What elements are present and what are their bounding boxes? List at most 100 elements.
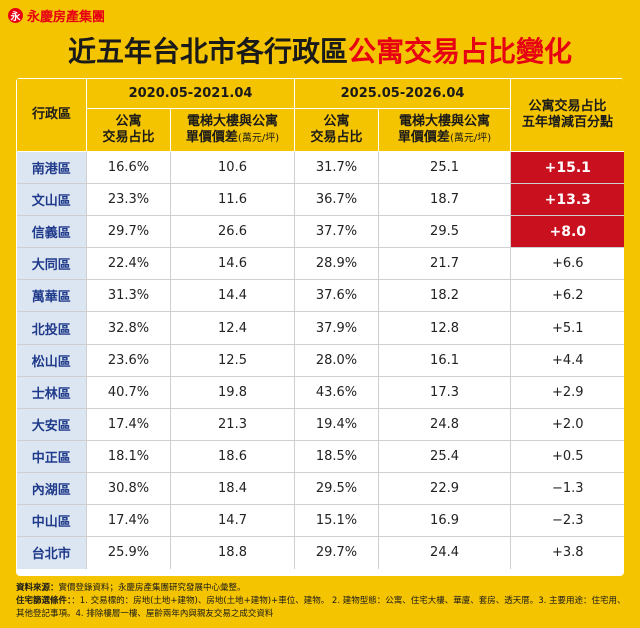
criteria-label: 住宅篩選條件： — [16, 596, 72, 606]
cell-change: −2.3 — [510, 504, 624, 538]
table-row: 松山區 23.6% 12.5 28.0% 16.1 +4.4 — [16, 344, 624, 377]
cell-share2: 19.4% — [294, 408, 380, 441]
header-share2-line2: 交易占比 — [310, 130, 363, 145]
header-change-line1: 公寓交易占比 — [528, 99, 607, 114]
cell-share2: 37.7% — [294, 215, 380, 249]
header-share1-line1: 公寓 — [115, 114, 142, 129]
cell-diff2: 16.9 — [378, 504, 512, 538]
cell-district: 台北市 — [16, 536, 87, 569]
table-row: 中正區 18.1% 18.6 18.5% 25.4 +0.5 — [16, 440, 624, 473]
cell-share1: 25.9% — [86, 536, 171, 569]
table-row: 南港區 16.6% 10.6 31.7% 25.1 +15.1 — [16, 151, 624, 185]
header-diff2-line2: 單價價差 — [397, 129, 450, 145]
table-row: 中山區 17.4% 14.7 15.1% 16.9 −2.3 — [16, 504, 624, 538]
cell-diff1: 12.4 — [170, 311, 296, 345]
cell-change: +0.5 — [510, 440, 624, 473]
header-period2: 2025.05-2026.04 — [294, 78, 512, 109]
header-change-line2: 五年增減百分點 — [522, 115, 614, 130]
header-share1-line2: 交易占比 — [102, 130, 155, 145]
table-row: 文山區 23.3% 11.6 36.7% 18.7 +13.3 — [16, 183, 624, 217]
header-change: 公寓交易占比 五年增減百分點 — [510, 78, 624, 152]
cell-share1: 32.8% — [86, 311, 171, 345]
cell-diff2: 25.1 — [378, 151, 512, 185]
cell-share2: 15.1% — [294, 504, 380, 538]
cell-diff1: 12.5 — [170, 344, 296, 377]
cell-change: +5.1 — [510, 311, 624, 345]
cell-change: +2.9 — [510, 376, 624, 409]
cell-share2: 36.7% — [294, 183, 380, 217]
cell-diff1: 18.8 — [170, 536, 296, 569]
cell-change: +6.2 — [510, 279, 624, 313]
header-share2-line1: 公寓 — [323, 114, 350, 129]
cell-share2: 37.6% — [294, 279, 380, 313]
data-table: 行政區 2020.05-2021.04 2025.05-2026.04 公寓交易… — [16, 78, 624, 569]
header-period1: 2020.05-2021.04 — [85, 78, 296, 109]
cell-diff1: 14.4 — [170, 279, 296, 313]
table-row: 萬華區 31.3% 14.4 37.6% 18.2 +6.2 — [16, 279, 624, 313]
cell-share1: 29.7% — [86, 215, 171, 249]
cell-diff2: 18.7 — [378, 183, 512, 217]
header-diff2-line1: 電梯大樓與公寓 — [399, 113, 491, 129]
cell-district: 中山區 — [16, 504, 87, 538]
table-row: 大同區 22.4% 14.6 28.9% 21.7 +6.6 — [16, 247, 624, 281]
cell-diff2: 24.4 — [378, 536, 512, 569]
cell-diff1: 18.6 — [170, 440, 296, 473]
cell-diff2: 17.3 — [378, 376, 512, 409]
cell-share2: 28.9% — [294, 247, 380, 281]
cell-share1: 40.7% — [86, 376, 171, 409]
cell-diff2: 29.5 — [378, 215, 512, 249]
cell-share1: 23.6% — [86, 344, 171, 377]
cell-district: 大同區 — [16, 247, 87, 281]
cell-share2: 31.7% — [294, 151, 380, 185]
cell-share1: 23.3% — [86, 183, 171, 217]
brand-logo: 永 永慶房產集團 — [8, 6, 105, 25]
criteria-text: ：1. 交易標的：房地(土地+建物)、房地(土地+建物)+車位、建物。 2. 建… — [16, 596, 626, 619]
cell-share1: 17.4% — [86, 504, 171, 538]
cell-district: 大安區 — [16, 408, 87, 441]
cell-diff2: 22.9 — [378, 472, 512, 506]
cell-district: 文山區 — [16, 183, 87, 217]
cell-share1: 31.3% — [86, 279, 171, 313]
cell-diff2: 21.7 — [378, 247, 512, 281]
cell-change: +13.3 — [510, 183, 624, 217]
header-share2: 公寓 交易占比 — [294, 108, 380, 152]
brand-name: 永慶房產集團 — [27, 10, 106, 25]
cell-diff2: 12.8 — [378, 311, 512, 345]
brand-logo-icon: 永 — [8, 8, 23, 23]
footnotes: 資料來源：實價登錄資料；永慶房產集團研究發展中心彙整。 住宅篩選條件：：1. 交… — [16, 582, 626, 621]
cell-share1: 18.1% — [86, 440, 171, 473]
cell-diff1: 19.8 — [170, 376, 296, 409]
cell-diff1: 10.6 — [170, 151, 296, 185]
cell-district: 士林區 — [16, 376, 87, 409]
cell-district: 萬華區 — [16, 279, 87, 313]
table-row: 北投區 32.8% 12.4 37.9% 12.8 +5.1 — [16, 311, 624, 345]
header-diff1-line2: 單價價差 — [185, 129, 238, 145]
cell-diff2: 16.1 — [378, 344, 512, 377]
cell-diff1: 21.3 — [170, 408, 296, 441]
title-part1: 近五年台北市各行政區 — [67, 35, 348, 68]
cell-diff1: 18.4 — [170, 472, 296, 506]
header-diff2: 電梯大樓與公寓 單價價差(萬元/坪) — [378, 108, 512, 152]
cell-diff1: 14.7 — [170, 504, 296, 538]
cell-share2: 18.5% — [294, 440, 380, 473]
cell-share2: 28.0% — [294, 344, 380, 377]
cell-change: +3.8 — [551, 545, 584, 561]
cell-district: 中正區 — [16, 440, 87, 473]
header-diff1-unit: (萬元/坪) — [237, 132, 280, 144]
table-row: 士林區 40.7% 19.8 43.6% 17.3 +2.9 — [16, 376, 624, 409]
header-diff2-unit: (萬元/坪) — [449, 132, 492, 144]
cell-change: +2.0 — [510, 408, 624, 441]
cell-change: −1.3 — [510, 472, 624, 506]
cell-diff2: 18.2 — [378, 279, 512, 313]
cell-share1: 30.8% — [86, 472, 171, 506]
cell-share2: 29.5% — [294, 472, 380, 506]
cell-district: 信義區 — [16, 215, 87, 249]
cell-share1: 17.4% — [86, 408, 171, 441]
cell-change: +4.4 — [510, 344, 624, 377]
cell-diff1: 14.6 — [170, 247, 296, 281]
data-table-card: 行政區 2020.05-2021.04 2025.05-2026.04 公寓交易… — [16, 78, 624, 576]
header-diff1: 電梯大樓與公寓 單價價差(萬元/坪) — [169, 108, 296, 152]
cell-share2: 43.6% — [294, 376, 380, 409]
header-share1: 公寓 交易占比 — [86, 108, 171, 152]
cell-diff1: 26.6 — [170, 215, 296, 249]
